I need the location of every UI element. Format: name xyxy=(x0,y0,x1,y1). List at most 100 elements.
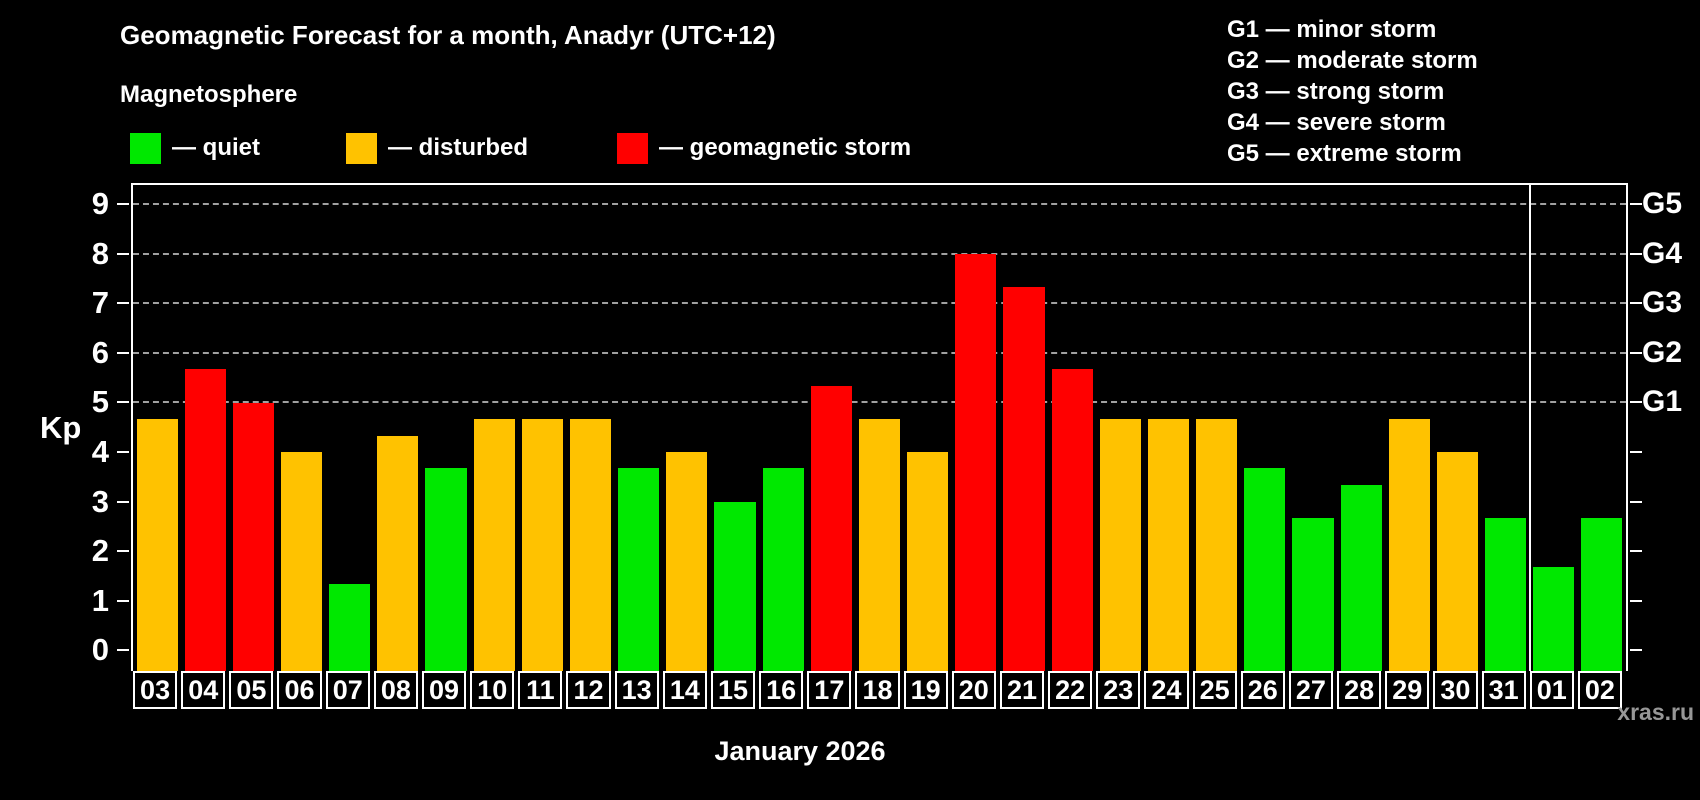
g-scale-legend: G1 — minor storm G2 — moderate storm G3 … xyxy=(1227,14,1478,169)
gridline-kp9 xyxy=(133,203,1626,206)
gridline-kp7 xyxy=(133,302,1626,305)
g-scale-tick-label-g4: G4 xyxy=(1642,236,1683,270)
gridline-kp8 xyxy=(133,252,1626,255)
right-axis-tick xyxy=(1630,252,1642,255)
disturbed-color-swatch xyxy=(346,133,377,164)
gridline-kp5 xyxy=(133,401,1626,404)
y-axis-title: Kp xyxy=(40,410,82,445)
kp-bar-day-21 xyxy=(1003,287,1045,671)
g-scale-legend-line: G1 — minor storm xyxy=(1227,16,1437,43)
date-box-15: 15 xyxy=(710,671,756,709)
kp-bar-day-19 xyxy=(907,452,949,671)
date-box-18: 18 xyxy=(855,671,900,709)
kp-bar-day-04 xyxy=(184,369,226,671)
g-scale-tick-label-g5: G5 xyxy=(1642,187,1683,221)
date-box-24: 24 xyxy=(1144,671,1189,709)
g-scale-tick-label-g2: G2 xyxy=(1642,335,1683,369)
right-axis-tick xyxy=(1630,649,1642,652)
kp-bar-day-10 xyxy=(473,418,515,671)
date-box-09: 09 xyxy=(421,671,467,709)
date-box-21: 21 xyxy=(999,671,1045,709)
kp-bar-day-18 xyxy=(858,418,901,671)
y-axis-tick-label: 0 xyxy=(91,632,109,668)
y-axis-tick-label: 1 xyxy=(91,582,109,618)
kp-bar-day-03 xyxy=(136,418,178,671)
date-box-02: 02 xyxy=(1577,671,1622,709)
right-axis-tick xyxy=(1630,203,1642,206)
y-axis-tick-label: 3 xyxy=(91,483,109,519)
right-axis-tick xyxy=(1630,500,1642,503)
right-axis-tick xyxy=(1630,302,1642,305)
kp-bar-day-25 xyxy=(1196,418,1238,671)
legend-label-storm: — geomagnetic storm xyxy=(659,134,912,161)
kp-bar-day-26 xyxy=(1244,468,1286,671)
y-axis-tick-label: 9 xyxy=(91,186,109,222)
date-box-10: 10 xyxy=(470,671,515,709)
kp-bar-day-24 xyxy=(1147,418,1190,671)
kp-bar-day-27 xyxy=(1292,517,1334,671)
date-box-13: 13 xyxy=(614,671,659,709)
y-axis-tick xyxy=(117,302,129,305)
y-axis-tick xyxy=(117,451,129,454)
kp-bar-day-29 xyxy=(1388,418,1430,671)
date-box-31: 31 xyxy=(1481,671,1526,709)
kp-bar-day-14 xyxy=(666,452,708,671)
legend-label-disturbed: — disturbed xyxy=(388,134,529,161)
right-axis-tick xyxy=(1630,550,1642,553)
page-title: Geomagnetic Forecast for a month, Anadyr… xyxy=(120,20,776,50)
y-axis-tick-label: 2 xyxy=(91,533,109,569)
y-axis-tick xyxy=(117,599,129,602)
kp-bar-day-09 xyxy=(425,468,467,671)
kp-bar-day-23 xyxy=(1099,418,1141,671)
kp-bar-day-08 xyxy=(377,435,419,671)
x-axis-date-row: 03 04 05 06 07 08 09 10 11 12 13 14 15 16 17 18 19 20 21 22… xyxy=(131,671,1624,711)
date-box-06: 06 xyxy=(277,671,322,709)
date-box-28: 28 xyxy=(1337,671,1382,709)
g-scale-legend-line: G5 — extreme storm xyxy=(1227,140,1462,167)
date-box-14: 14 xyxy=(662,671,707,709)
y-axis-tick-label: 5 xyxy=(91,384,109,420)
date-box-29: 29 xyxy=(1385,671,1430,709)
date-box-04: 04 xyxy=(181,671,226,709)
date-box-11: 11 xyxy=(518,671,563,709)
date-box-23: 23 xyxy=(1096,671,1141,709)
g-scale-legend-line: G2 — moderate storm xyxy=(1227,47,1478,74)
date-box-01: 01 xyxy=(1529,671,1574,709)
month-separator-line xyxy=(1528,185,1531,671)
y-axis-tick xyxy=(117,649,129,652)
watermark: xras.ru xyxy=(1617,699,1694,725)
chart-subtitle: Magnetosphere xyxy=(120,81,298,108)
kp-bar-day-07 xyxy=(329,584,371,671)
storm-color-swatch xyxy=(617,133,648,164)
date-box-26: 26 xyxy=(1240,671,1285,709)
kp-bar-day-31 xyxy=(1485,517,1527,671)
kp-bar-day-17 xyxy=(810,386,852,671)
gridline-kp6 xyxy=(133,351,1626,354)
y-axis-tick-label: 8 xyxy=(91,235,109,271)
kp-bar-day-28 xyxy=(1340,485,1382,671)
date-box-30: 30 xyxy=(1433,671,1478,709)
date-box-16: 16 xyxy=(759,671,804,709)
right-axis-tick xyxy=(1630,599,1642,602)
y-axis-tick-label: 6 xyxy=(91,334,109,370)
x-axis-title: January 2026 xyxy=(714,736,886,766)
y-axis-tick xyxy=(117,500,129,503)
g-scale-legend-line: G4 — severe storm xyxy=(1227,109,1446,136)
date-box-12: 12 xyxy=(566,671,611,709)
g-scale-tick-label-g1: G1 xyxy=(1642,385,1683,419)
date-box-27: 27 xyxy=(1288,671,1334,709)
date-box-20: 20 xyxy=(951,671,996,709)
kp-bar-day-15 xyxy=(714,501,756,671)
kp-bar-day-12 xyxy=(569,418,612,671)
kp-bar-day-02 xyxy=(1581,517,1623,671)
legend-label-quiet: — quiet xyxy=(172,134,260,161)
date-box-07: 07 xyxy=(325,671,370,709)
plot-area: 0 1 2 3 4 5 6 7 8 9 G1 G2 G3 G4 G5 xyxy=(92,183,1682,671)
y-axis-tick xyxy=(117,550,129,553)
kp-bar-day-06 xyxy=(280,452,323,671)
y-axis-tick xyxy=(117,401,129,404)
date-box-25: 25 xyxy=(1192,671,1237,709)
right-axis-tick xyxy=(1630,401,1642,404)
kp-bar-day-11 xyxy=(521,418,563,671)
